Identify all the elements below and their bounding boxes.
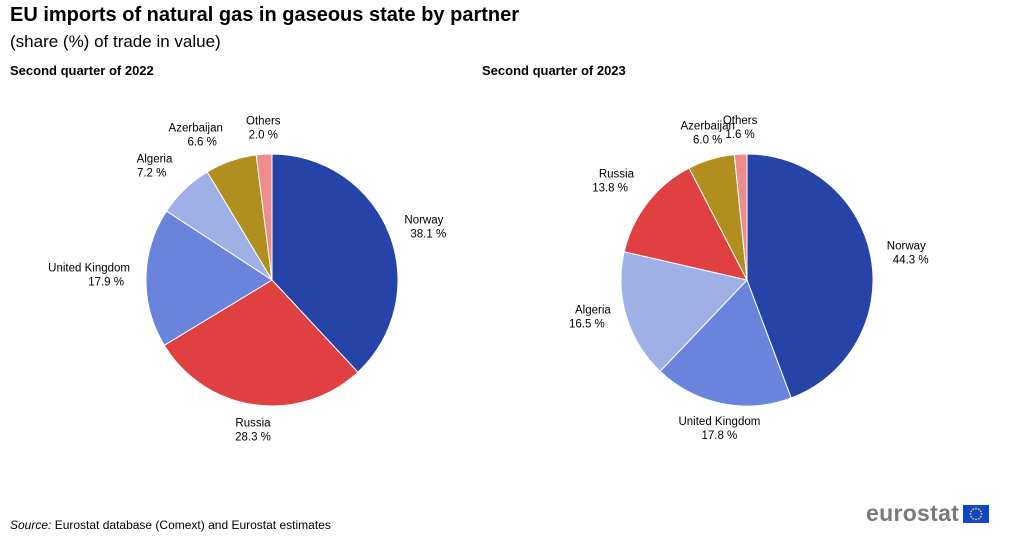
slice-value-0-russia: 28.3 % — [235, 432, 271, 444]
slice-value-1-norway: 44.3 % — [893, 254, 929, 266]
eurostat-logo-text: eurostat — [866, 500, 960, 526]
pie-slice-1-norway — [746, 153, 874, 399]
slice-value-1-russia: 13.8 % — [592, 182, 628, 194]
slice-label-1-others: Others — [723, 115, 758, 127]
slice-label-1-russia: Russia — [599, 168, 635, 180]
chart-subtitle: (share (%) of trade in value) — [10, 32, 221, 51]
slice-value-0-algeria: 7.2 % — [137, 168, 166, 180]
pie-slice-0-russia — [163, 279, 359, 407]
eu-flag-icon — [963, 504, 990, 523]
chart-title: EU imports of natural gas in gaseous sta… — [10, 4, 520, 26]
slice-label-1-united-kingdom: United Kingdom — [678, 416, 760, 428]
panel-title-2022: Second quarter of 2022 — [10, 63, 154, 78]
pie-slice-0-united-kingdom — [145, 210, 273, 346]
slice-label-1-algeria: Algeria — [575, 305, 611, 317]
pie-slice-1-others — [733, 153, 748, 281]
eurostat-logo: eurostat — [866, 500, 990, 527]
source-label: Source: — [10, 518, 52, 532]
slice-value-1-others: 1.6 % — [725, 129, 754, 141]
slice-label-0-algeria: Algeria — [137, 154, 173, 166]
slice-value-0-united-kingdom: 17.9 % — [88, 277, 124, 289]
slice-label-0-united-kingdom: United Kingdom — [48, 263, 130, 275]
slice-value-1-algeria: 16.5 % — [569, 319, 605, 331]
slice-label-1-azerbaijan: Azerbaijan — [681, 121, 735, 133]
pie-charts: Norway 38.1 % Russia 28.3 % United Kingdom 17… — [48, 115, 929, 444]
pie-slice-1-united-kingdom — [659, 279, 792, 407]
slice-label-1-norway: Norway — [887, 240, 926, 252]
pie-slice-0-others — [255, 153, 273, 281]
slice-value-1-united-kingdom: 17.8 % — [701, 430, 737, 442]
pie-slice-1-russia — [623, 167, 748, 281]
slice-label-0-norway: Norway — [404, 214, 443, 226]
slice-value-0-azerbaijan: 6.6 % — [187, 137, 216, 149]
pie-slice-1-algeria — [620, 251, 748, 373]
slice-value-0-others: 2.0 % — [249, 129, 278, 141]
slice-value-1-azerbaijan: 6.0 % — [693, 135, 722, 147]
source-note: Source: Eurostat database (Comext) and E… — [10, 518, 331, 532]
panel-title-2023: Second quarter of 2023 — [482, 63, 626, 78]
slice-label-0-azerbaijan: Azerbaijan — [169, 123, 223, 135]
slice-label-0-others: Others — [246, 115, 281, 127]
pie-slice-0-norway — [271, 153, 399, 373]
slice-value-0-norway: 38.1 % — [410, 228, 446, 240]
slice-label-0-russia: Russia — [235, 418, 271, 430]
source-text: Eurostat database (Comext) and Eurostat … — [51, 518, 331, 532]
